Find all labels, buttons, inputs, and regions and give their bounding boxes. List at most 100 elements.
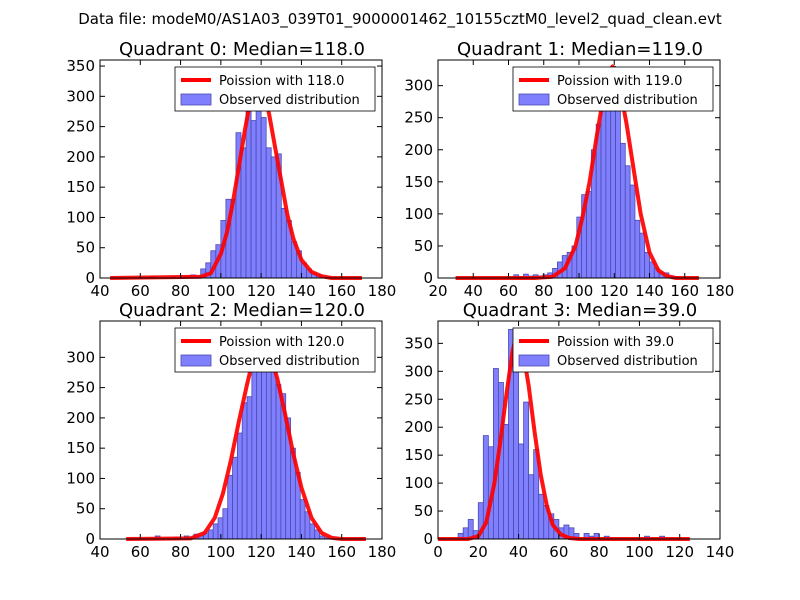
y-tick-label: 300 bbox=[404, 77, 433, 95]
x-tick-label: 100 bbox=[207, 282, 236, 300]
y-tick-label: 300 bbox=[66, 348, 95, 366]
y-tick-label: 100 bbox=[66, 208, 95, 226]
histogram-bar bbox=[270, 362, 277, 540]
y-tick-label: 100 bbox=[404, 205, 433, 223]
y-tick-label: 50 bbox=[414, 237, 433, 255]
x-tick-label: 120 bbox=[247, 543, 276, 561]
histogram-bar bbox=[275, 384, 282, 540]
x-tick-label: 160 bbox=[670, 282, 699, 300]
x-tick-label: 160 bbox=[327, 543, 356, 561]
legend-poisson-label: Poission with 118.0 bbox=[219, 74, 344, 89]
x-tick-label: 120 bbox=[247, 282, 276, 300]
legend-bar-swatch bbox=[518, 93, 550, 106]
y-tick-label: 0 bbox=[85, 530, 95, 548]
histogram-bar bbox=[639, 232, 646, 279]
y-tick-label: 250 bbox=[66, 379, 95, 397]
x-tick-label: 160 bbox=[327, 282, 356, 300]
x-tick-label: 120 bbox=[600, 282, 629, 300]
histogram-bar bbox=[250, 120, 257, 279]
legend-observed-label: Observed distribution bbox=[557, 93, 698, 108]
histogram-bar bbox=[232, 456, 238, 540]
x-tick-label: 60 bbox=[499, 282, 518, 300]
y-tick-label: 50 bbox=[414, 502, 433, 520]
y-tick-label: 200 bbox=[404, 141, 433, 159]
histogram-bar bbox=[212, 523, 219, 540]
histogram-bar bbox=[261, 350, 267, 540]
y-tick-label: 300 bbox=[66, 87, 95, 105]
y-tick-label: 150 bbox=[404, 173, 433, 191]
x-tick-label: 20 bbox=[428, 282, 447, 300]
legend-bar-swatch bbox=[180, 93, 212, 106]
histogram-bar bbox=[634, 219, 641, 279]
histogram-bar bbox=[241, 402, 248, 540]
poisson-curve bbox=[455, 64, 699, 280]
legend-observed-label: Observed distribution bbox=[557, 354, 698, 369]
y-tick-label: 350 bbox=[404, 334, 433, 352]
histogram-bar bbox=[538, 493, 545, 540]
x-tick-label: 120 bbox=[665, 543, 694, 561]
histogram-bar bbox=[207, 529, 214, 540]
x-tick-label: 100 bbox=[565, 282, 594, 300]
quadrant-0-title: Quadrant 0: Median=118.0 bbox=[119, 39, 365, 60]
y-tick-label: 50 bbox=[76, 239, 95, 257]
y-tick-label: 200 bbox=[404, 418, 433, 436]
histogram-bar bbox=[615, 107, 621, 279]
histogram-bar bbox=[644, 251, 650, 279]
y-tick-label: 150 bbox=[66, 178, 95, 196]
quadrant-0-panel: Quadrant 0: Median=118.0 40 60 80 100 120 140… bbox=[66, 39, 396, 300]
x-tick-label: 100 bbox=[207, 543, 236, 561]
figure-suptitle: Data file: modeM0/AS1A03_039T01_90000014… bbox=[78, 10, 722, 29]
histogram-bar bbox=[246, 396, 253, 540]
histogram-bar bbox=[309, 523, 316, 540]
y-tick-label: 0 bbox=[423, 530, 433, 548]
x-tick-label: 80 bbox=[590, 543, 609, 561]
x-tick-label: 140 bbox=[287, 282, 316, 300]
histogram-bar bbox=[624, 165, 631, 279]
x-tick-label: 180 bbox=[368, 543, 397, 561]
y-tick-label: 0 bbox=[85, 269, 95, 287]
y-tick-label: 150 bbox=[66, 439, 95, 457]
histogram-bar bbox=[299, 499, 306, 540]
x-tick-label: 40 bbox=[509, 543, 528, 561]
histogram-bar bbox=[236, 432, 243, 540]
histogram-bar bbox=[240, 147, 247, 279]
legend-poisson-label: Poission with 39.0 bbox=[557, 335, 674, 350]
histogram-bar bbox=[251, 362, 258, 540]
histogram-bar bbox=[523, 401, 530, 540]
x-tick-label: 140 bbox=[635, 282, 664, 300]
histogram-bar bbox=[513, 342, 519, 540]
x-tick-label: 40 bbox=[464, 282, 483, 300]
x-tick-label: 140 bbox=[287, 543, 316, 561]
quadrant-2-panel: Quadrant 2: Median=120.0 40 60 80 100 120 140… bbox=[66, 300, 396, 561]
y-tick-label: 0 bbox=[423, 269, 433, 287]
x-tick-label: 40 bbox=[90, 543, 109, 561]
x-tick-label: 180 bbox=[368, 282, 397, 300]
quadrant-1-title: Quadrant 1: Median=119.0 bbox=[457, 39, 703, 60]
x-tick-label: 180 bbox=[706, 282, 735, 300]
x-tick-label: 0 bbox=[433, 543, 443, 561]
x-tick-label: 60 bbox=[549, 543, 568, 561]
y-tick-label: 200 bbox=[66, 148, 95, 166]
y-tick-label: 350 bbox=[66, 57, 95, 75]
histogram-bar bbox=[503, 424, 509, 540]
histogram-bar bbox=[265, 147, 272, 279]
x-tick-label: 60 bbox=[131, 282, 150, 300]
quadrant-3-title: Quadrant 3: Median=39.0 bbox=[463, 300, 698, 321]
axes-frame bbox=[437, 320, 721, 540]
histogram-bar bbox=[260, 117, 267, 279]
x-tick-label: 80 bbox=[534, 282, 553, 300]
histogram-bar bbox=[270, 156, 277, 279]
y-tick-label: 50 bbox=[76, 500, 95, 518]
y-tick-label: 200 bbox=[66, 409, 95, 427]
legend-observed-label: Observed distribution bbox=[219, 93, 360, 108]
x-tick-label: 20 bbox=[469, 543, 488, 561]
histogram-bar bbox=[528, 474, 535, 540]
x-tick-label: 40 bbox=[90, 282, 109, 300]
x-tick-label: 140 bbox=[706, 543, 735, 561]
y-tick-label: 100 bbox=[404, 474, 433, 492]
histogram-bar bbox=[518, 443, 525, 540]
y-tick-label: 100 bbox=[66, 469, 95, 487]
legend-bar-swatch bbox=[180, 354, 212, 367]
histogram-bar bbox=[227, 475, 233, 540]
